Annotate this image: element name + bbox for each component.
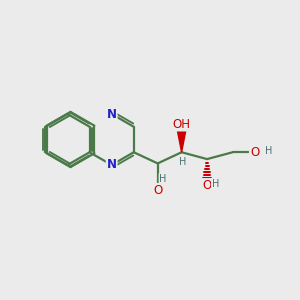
Text: H: H: [212, 179, 219, 189]
Text: H: H: [265, 146, 272, 156]
Text: O: O: [202, 179, 212, 192]
Text: H: H: [179, 157, 187, 167]
Text: N: N: [107, 158, 117, 172]
Text: O: O: [153, 184, 162, 197]
Polygon shape: [177, 131, 186, 152]
Text: H: H: [159, 174, 167, 184]
Text: N: N: [107, 107, 117, 121]
Text: O: O: [250, 146, 259, 159]
Text: OH: OH: [172, 118, 190, 130]
